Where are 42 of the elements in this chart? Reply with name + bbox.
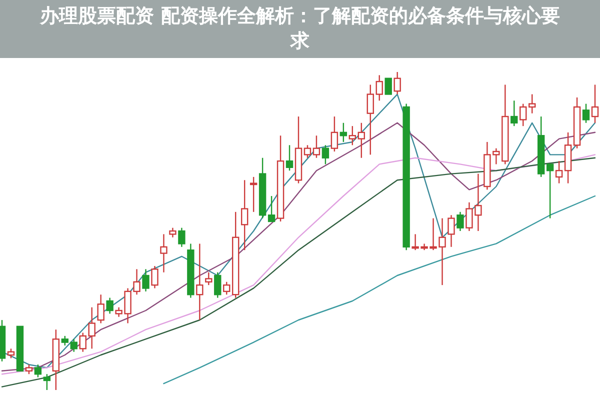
candlestick [106, 297, 114, 314]
candlestick [70, 338, 78, 352]
candlestick [312, 135, 320, 158]
candlestick [214, 272, 222, 298]
chart-title: 办理股票配资 配资操作全解析：了解配资的必备条件与核心要求 [40, 4, 560, 54]
candlestick [591, 84, 599, 124]
candlestick [240, 180, 248, 251]
candlestick [456, 211, 464, 232]
candlestick [366, 84, 374, 156]
candlestick [151, 265, 158, 289]
candlestick [384, 78, 392, 95]
candlestick [555, 160, 563, 184]
candlestick [250, 176, 258, 213]
candlestick [358, 122, 365, 158]
candlestick [178, 227, 186, 248]
candlestick [7, 348, 15, 359]
candlestick [61, 335, 68, 346]
candlestick [160, 234, 168, 273]
candlestick [340, 122, 348, 143]
candlestick [448, 214, 455, 248]
candlestick [322, 144, 330, 165]
candlestick [43, 374, 51, 391]
candlestick [223, 281, 230, 296]
candlestick [510, 100, 518, 127]
candlestick [169, 227, 176, 238]
candlestick [582, 103, 590, 124]
candlestick [394, 71, 401, 95]
candlestick [528, 94, 536, 114]
candlestick [34, 364, 42, 378]
candlestick [196, 243, 204, 321]
candlestick [330, 116, 338, 152]
candlestick [142, 268, 150, 292]
candlestick [286, 144, 294, 172]
candlestick [25, 364, 33, 375]
candlestick [520, 103, 527, 127]
candlestick [205, 272, 212, 286]
candlestick [348, 125, 356, 146]
candlestick [97, 294, 104, 324]
candlestick [268, 195, 276, 222]
candlestick [304, 144, 312, 158]
candlestick [376, 74, 383, 102]
candlestick [546, 164, 554, 219]
